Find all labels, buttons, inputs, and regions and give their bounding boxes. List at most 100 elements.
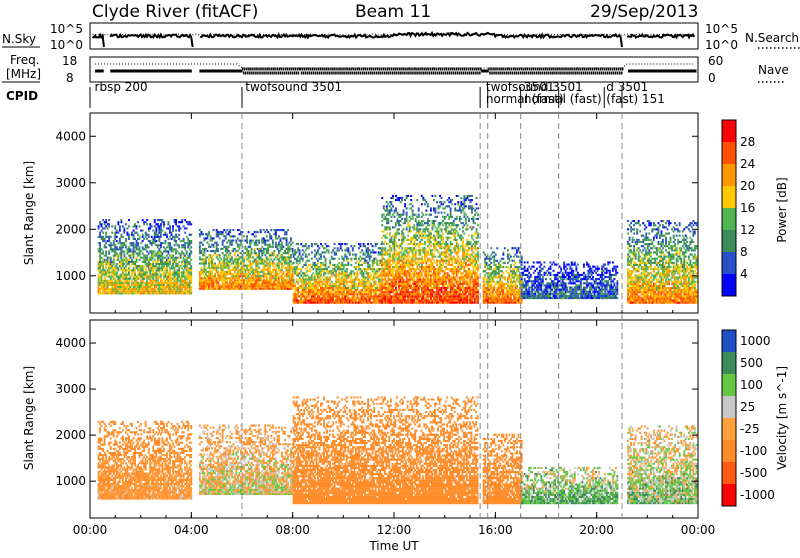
range-cell xyxy=(294,249,296,251)
range-cell xyxy=(290,256,292,258)
range-cell xyxy=(289,242,291,244)
range-cell xyxy=(181,278,183,280)
range-cell xyxy=(410,230,412,232)
range-cell xyxy=(280,260,282,262)
range-cell xyxy=(379,285,381,287)
range-cell xyxy=(302,285,304,287)
range-cell xyxy=(134,269,136,271)
range-cell xyxy=(292,288,294,290)
range-cell xyxy=(263,258,265,260)
range-cell xyxy=(272,246,274,248)
range-cell xyxy=(267,258,269,260)
range-cell xyxy=(334,264,336,266)
range-cell xyxy=(302,249,304,251)
range-cell xyxy=(226,258,228,260)
range-cell xyxy=(294,285,296,287)
range-cell xyxy=(425,262,427,264)
range-cell xyxy=(337,264,339,266)
range-cell xyxy=(325,289,327,291)
range-cell xyxy=(232,263,234,265)
range-cell xyxy=(439,293,441,295)
range-cell xyxy=(331,274,333,276)
range-cell xyxy=(419,285,421,287)
range-cell xyxy=(370,283,372,285)
range-cell xyxy=(381,243,383,245)
range-cell xyxy=(251,265,253,267)
range-cell xyxy=(403,241,405,243)
range-cell xyxy=(254,248,256,250)
range-cell xyxy=(383,243,385,245)
range-cell xyxy=(128,238,130,240)
range-cell xyxy=(174,267,176,269)
range-cell xyxy=(429,247,431,249)
range-cell xyxy=(249,246,251,248)
range-cell xyxy=(228,263,230,265)
range-cell xyxy=(329,283,331,285)
range-cell xyxy=(151,236,153,238)
range-cell xyxy=(178,246,180,248)
range-cell xyxy=(99,232,101,234)
range-cell xyxy=(260,256,262,258)
range-cell xyxy=(296,297,298,299)
range-cell xyxy=(293,277,295,279)
range-cell xyxy=(217,271,219,273)
range-cell xyxy=(308,295,310,297)
range-cell xyxy=(134,263,136,265)
range-cell xyxy=(369,272,371,274)
range-cell xyxy=(410,199,412,201)
range-cell xyxy=(104,227,106,229)
range-cell xyxy=(444,247,446,249)
range-cell xyxy=(148,236,150,238)
range-cell xyxy=(316,243,318,245)
range-cell xyxy=(343,260,345,262)
range-cell xyxy=(379,251,381,253)
range-cell xyxy=(317,251,319,253)
range-cell xyxy=(293,279,295,281)
range-cell xyxy=(190,240,192,242)
range-cell xyxy=(161,253,163,255)
range-cell xyxy=(266,275,268,277)
range-cell xyxy=(157,223,159,225)
range-cell xyxy=(354,274,356,276)
range-cell xyxy=(142,240,144,242)
range-cell xyxy=(104,276,106,278)
range-cell xyxy=(400,274,402,276)
range-cell xyxy=(403,233,405,235)
range-cell xyxy=(269,233,271,235)
range-cell xyxy=(239,248,241,250)
range-cell xyxy=(350,272,352,274)
range-cell xyxy=(160,232,162,234)
range-cell xyxy=(278,279,280,281)
range-cell xyxy=(169,225,171,227)
range-cell xyxy=(151,259,153,261)
range-cell xyxy=(280,271,282,273)
range-cell xyxy=(369,277,371,279)
range-cell xyxy=(108,253,110,255)
range-cell xyxy=(134,274,136,276)
range-cell xyxy=(157,274,159,276)
range-cell xyxy=(168,257,170,259)
range-cell xyxy=(413,224,415,226)
range-cell xyxy=(186,280,188,282)
range-cell xyxy=(381,254,383,256)
range-cell xyxy=(154,225,156,227)
range-cell xyxy=(338,295,340,297)
range-cell xyxy=(139,255,141,257)
range-cell xyxy=(134,250,136,252)
range-cell xyxy=(281,254,283,256)
range-cell xyxy=(155,227,157,229)
range-cell xyxy=(422,277,424,279)
range-cell xyxy=(404,254,406,256)
range-cell xyxy=(422,214,424,216)
range-cell xyxy=(257,244,259,246)
range-cell xyxy=(346,260,348,262)
range-cell xyxy=(278,273,280,275)
range-cell xyxy=(442,239,444,241)
range-cell xyxy=(427,277,429,279)
range-cell xyxy=(177,282,179,284)
range-cell xyxy=(347,287,349,289)
range-cell xyxy=(418,210,420,212)
range-cell xyxy=(442,233,444,235)
range-cell xyxy=(228,246,230,248)
range-cell xyxy=(175,240,177,242)
